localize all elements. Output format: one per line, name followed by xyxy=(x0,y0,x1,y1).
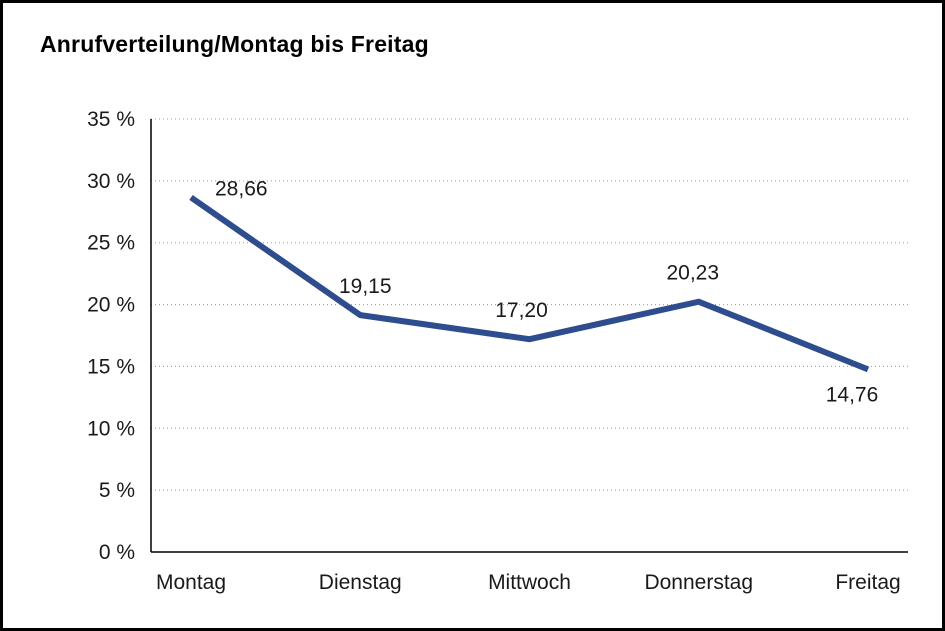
data-label: 14,76 xyxy=(826,383,879,406)
y-tick-label: 5 % xyxy=(99,479,135,502)
y-tick-label: 30 % xyxy=(87,170,135,193)
data-label: 17,20 xyxy=(495,299,548,322)
x-category-label: Dienstag xyxy=(319,571,402,594)
y-tick-label: 15 % xyxy=(87,355,135,378)
line-chart: 0 % 5 % 10 % 15 % 20 % 25 % 30 % 35 % Montag Dien… xyxy=(87,108,908,594)
data-label: 20,23 xyxy=(666,262,719,285)
data-label: 28,66 xyxy=(215,177,268,200)
data-label: 19,15 xyxy=(339,275,392,298)
y-tick-label: 35 % xyxy=(87,108,135,131)
y-tick-label: 10 % xyxy=(87,417,135,440)
x-category-label: Freitag xyxy=(835,571,900,594)
x-category-label: Mittwoch xyxy=(488,571,571,594)
y-tick-label: 20 % xyxy=(87,294,135,317)
x-category-label: Donnerstag xyxy=(644,571,753,594)
y-tick-label: 25 % xyxy=(87,232,135,255)
y-tick-label: 0 % xyxy=(99,541,135,564)
chart-title: Anrufverteilung/Montag bis Freitag xyxy=(40,31,429,57)
x-category-label: Montag xyxy=(156,571,226,594)
series-line xyxy=(189,194,870,373)
